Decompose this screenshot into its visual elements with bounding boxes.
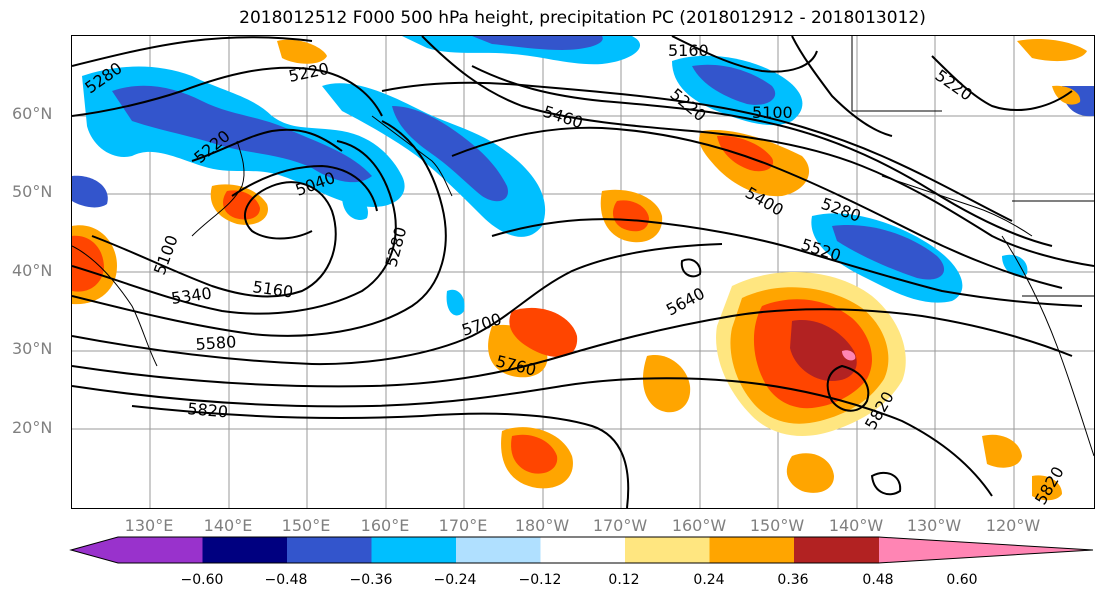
colorbar-segment [202,537,288,563]
lon-label: 140°E [203,516,253,535]
contour-label: 5100 [752,103,793,122]
colorbar-segment [794,537,879,563]
colorbar-segment [118,537,203,563]
colorbar-segment [709,537,795,563]
lon-label: 170°W [592,516,648,535]
colorbar-segment [287,537,372,563]
lat-label: 30°N [12,339,53,358]
colorbar-outline [69,536,1094,564]
lon-label: 120°W [985,516,1041,535]
map-panel: 5280 5220 5160 5460 5220 5100 5220 5220 … [71,35,1095,509]
colorbar-tick-label: 0.60 [946,572,978,588]
lon-label: 140°W [828,516,884,535]
height-contours [72,36,1094,508]
contour-label: 5820 [187,399,229,421]
negative-precip-regions [72,36,1094,316]
lat-label: 40°N [12,261,53,280]
colorbar-tick-label: −0.36 [349,572,393,588]
lon-label: 130°E [124,516,174,535]
lon-label: 130°W [906,516,962,535]
lon-label: 150°W [749,516,805,535]
lon-label: 170°E [438,516,488,535]
colorbar-tick-label: 0.36 [777,572,809,588]
lon-label: 150°E [281,516,331,535]
colorbar-tick-label: −0.48 [264,572,308,588]
colorbar-tick-label: −0.12 [518,572,562,588]
coastlines [72,36,1094,457]
lon-label: 160°E [360,516,410,535]
colorbar-extend-max [878,537,1093,563]
contour-label: 5580 [195,332,237,354]
lon-label: 160°W [671,516,727,535]
colorbar-segment [540,537,626,563]
colorbar-tick-label: 0.24 [693,572,725,588]
lon-label: 180°W [514,516,570,535]
colorbar-segment [371,537,457,563]
colorbar-segment [456,537,541,563]
map-title: 2018012512 F000 500 hPa height, precipit… [239,8,926,28]
positive-precip-regions [72,39,1087,501]
lat-label: 60°N [12,104,53,123]
lat-label: 20°N [12,418,53,437]
colorbar-segment [625,537,710,563]
map-canvas: 5280 5220 5160 5460 5220 5100 5220 5220 … [72,36,1094,508]
lat-label: 50°N [12,182,53,201]
colorbar-tick-label: −0.60 [180,572,224,588]
colorbar-segments [69,536,1094,564]
contour-label: 5160 [668,41,709,60]
colorbar-extend-min [71,537,118,563]
colorbar-tick-label: −0.24 [433,572,477,588]
colorbar-tick-label: 0.48 [862,572,894,588]
colorbar-tick-label: 0.12 [608,572,640,588]
